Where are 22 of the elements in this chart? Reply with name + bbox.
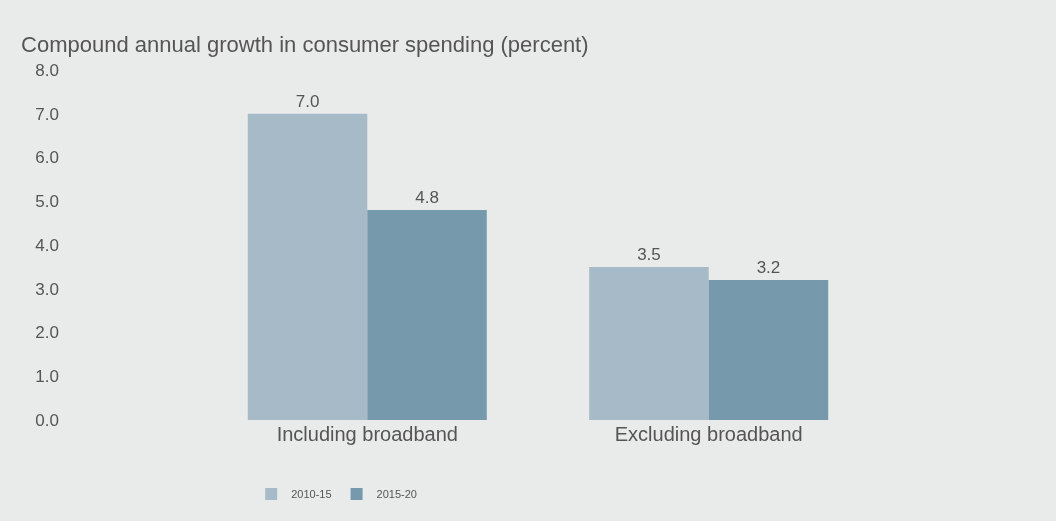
bar (247, 113, 368, 420)
legend-label: 2010-15 (291, 488, 332, 501)
y-tick-label: 3.0 (35, 279, 59, 299)
y-tick-label: 6.0 (35, 148, 59, 168)
legend-label: 2015-20 (376, 488, 417, 501)
data-label: 7.0 (295, 91, 320, 111)
y-tick-label: 7.0 (35, 104, 59, 124)
y-tick-label: 8.0 (35, 60, 59, 80)
x-tick-label: Excluding broadband (614, 423, 803, 445)
x-tick-label: Including broadband (276, 423, 458, 445)
y-tick-label: 5.0 (35, 192, 59, 212)
y-tick-label: 4.0 (35, 235, 59, 255)
data-label: 4.8 (415, 188, 439, 207)
y-tick-label: 1.0 (35, 367, 59, 387)
bar (708, 280, 829, 420)
chart-title: Compound annual growth in consumer spending (percent) (21, 31, 589, 57)
data-label: 3.5 (637, 244, 661, 264)
y-tick-label: 2.0 (35, 323, 59, 343)
data-label: 3.2 (756, 258, 781, 277)
bar (589, 266, 709, 420)
y-tick-label: 0.0 (35, 410, 59, 430)
bar (367, 210, 487, 420)
